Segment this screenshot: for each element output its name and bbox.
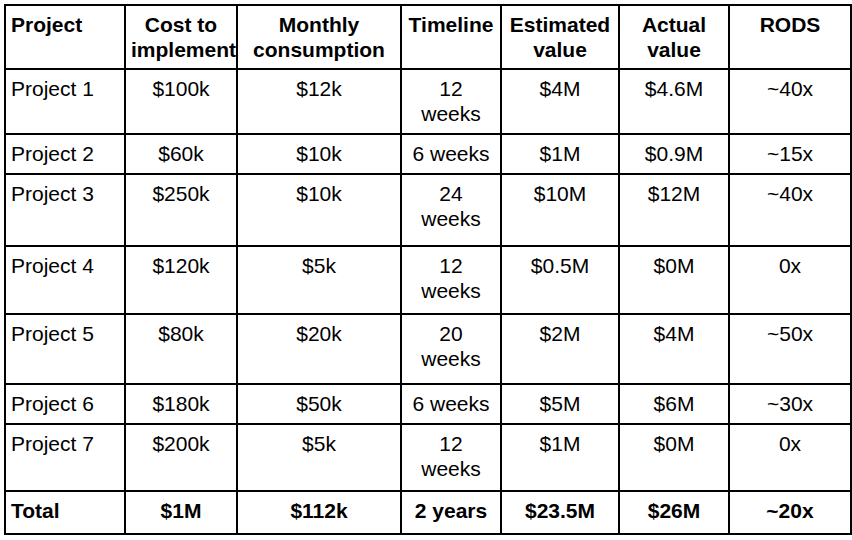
cell-actual: $4M [619,314,729,384]
total-cell-timeline: 2 years [401,491,501,534]
total-cell-label: Total [5,491,125,534]
cell-monthly: $10k [237,174,401,246]
table-row-project-1: Project 1 $100k $12k 12 weeks $4M $4.6M … [5,69,851,134]
cell-actual: $0M [619,246,729,314]
cell-timeline: 20 weeks [401,314,501,384]
cell-rods: ~15x [729,134,851,174]
table-row-total: Total $1M $112k 2 years $23.5M $26M ~20x [5,491,851,534]
cell-actual: $12M [619,174,729,246]
cell-monthly: $5k [237,424,401,491]
cell-cost: $200k [125,424,237,491]
header-cell-actual-value: Actual value [619,5,729,69]
header-cell-project: Project [5,5,125,69]
cell-cost: $180k [125,384,237,424]
cell-timeline: 6 weeks [401,384,501,424]
cell-project: Project 4 [5,246,125,314]
cell-estimated: $1M [501,134,619,174]
table-row-project-6: Project 6 $180k $50k 6 weeks $5M $6M ~30… [5,384,851,424]
table-row-project-5: Project 5 $80k $20k 20 weeks $2M $4M ~50… [5,314,851,384]
total-cell-cost: $1M [125,491,237,534]
cell-timeline: 12 weeks [401,69,501,134]
cell-actual: $6M [619,384,729,424]
cell-timeline: 12 weeks [401,246,501,314]
header-cell-estimated-value: Estimated value [501,5,619,69]
cell-estimated: $0.5M [501,246,619,314]
cell-actual: $0.9M [619,134,729,174]
projects-table: Project Cost to implement Monthly consum… [4,4,852,535]
table-row-project-2: Project 2 $60k $10k 6 weeks $1M $0.9M ~1… [5,134,851,174]
header-row: Project Cost to implement Monthly consum… [5,5,851,69]
cell-rods: ~30x [729,384,851,424]
table-row-project-7: Project 7 $200k $5k 12 weeks $1M $0M 0x [5,424,851,491]
cell-actual: $0M [619,424,729,491]
cell-project: Project 3 [5,174,125,246]
cell-cost: $80k [125,314,237,384]
cell-monthly: $20k [237,314,401,384]
total-cell-monthly: $112k [237,491,401,534]
header-cell-cost-to-implement: Cost to implement [125,5,237,69]
cell-monthly: $5k [237,246,401,314]
cell-rods: 0x [729,246,851,314]
cell-estimated: $2M [501,314,619,384]
cell-rods: ~50x [729,314,851,384]
cell-project: Project 7 [5,424,125,491]
cell-monthly: $10k [237,134,401,174]
cell-cost: $60k [125,134,237,174]
cell-timeline: 12 weeks [401,424,501,491]
cell-estimated: $4M [501,69,619,134]
cell-timeline: 24 weeks [401,174,501,246]
total-cell-actual: $26M [619,491,729,534]
header-cell-rods: RODS [729,5,851,69]
cell-monthly: $50k [237,384,401,424]
cell-project: Project 6 [5,384,125,424]
cell-monthly: $12k [237,69,401,134]
cell-cost: $100k [125,69,237,134]
table-row-project-3: Project 3 $250k $10k 24 weeks $10M $12M … [5,174,851,246]
header-cell-timeline: Timeline [401,5,501,69]
cell-cost: $120k [125,246,237,314]
cell-rods: ~40x [729,174,851,246]
cell-actual: $4.6M [619,69,729,134]
cell-rods: 0x [729,424,851,491]
total-cell-rods: ~20x [729,491,851,534]
cell-project: Project 2 [5,134,125,174]
cell-timeline: 6 weeks [401,134,501,174]
cell-rods: ~40x [729,69,851,134]
cell-estimated: $5M [501,384,619,424]
cell-cost: $250k [125,174,237,246]
table-row-project-4: Project 4 $120k $5k 12 weeks $0.5M $0M 0… [5,246,851,314]
cell-project: Project 5 [5,314,125,384]
header-cell-monthly-consumption: Monthly consumption [237,5,401,69]
cell-estimated: $10M [501,174,619,246]
total-cell-estimated: $23.5M [501,491,619,534]
cell-estimated: $1M [501,424,619,491]
cell-project: Project 1 [5,69,125,134]
